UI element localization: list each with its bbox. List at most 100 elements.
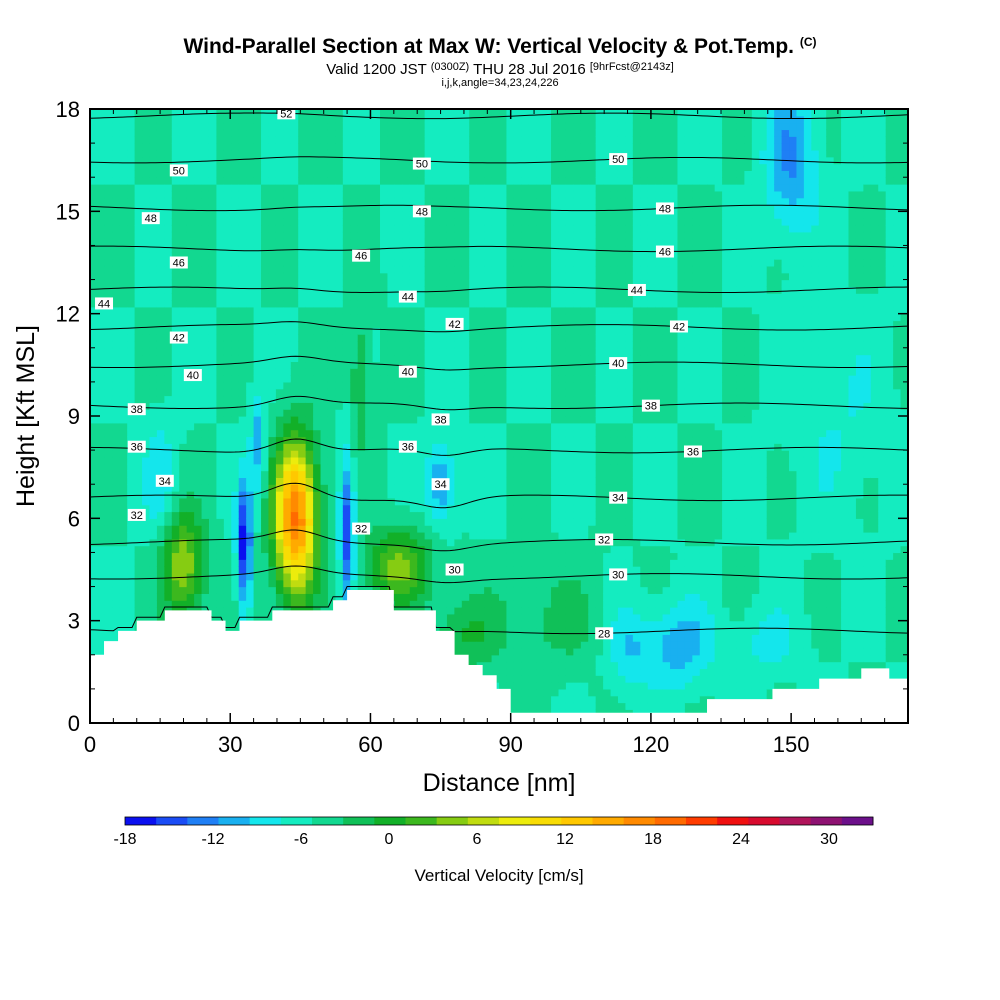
- velocity-cell: [171, 354, 180, 363]
- velocity-cell: [461, 129, 470, 137]
- velocity-cell: [231, 518, 240, 526]
- velocity-cell: [275, 115, 284, 124]
- velocity-cell: [484, 197, 493, 206]
- velocity-cell: [97, 593, 106, 601]
- velocity-cell: [164, 450, 173, 458]
- velocity-cell: [461, 491, 470, 499]
- velocity-cell: [119, 218, 128, 226]
- velocity-cell: [454, 531, 463, 540]
- velocity-cell: [149, 245, 158, 253]
- velocity-cell: [394, 395, 403, 403]
- velocity-cell: [142, 491, 151, 499]
- velocity-cell: [149, 600, 158, 608]
- velocity-cell: [469, 388, 478, 397]
- velocity-cell: [446, 477, 455, 485]
- velocity-cell: [216, 416, 225, 424]
- velocity-cell: [372, 313, 381, 322]
- velocity-cell: [290, 265, 299, 274]
- velocity-cell: [327, 293, 336, 301]
- velocity-cell: [104, 156, 113, 165]
- velocity-cell: [186, 409, 195, 417]
- velocity-cell: [424, 259, 433, 267]
- velocity-cell: [112, 306, 121, 315]
- velocity-cell: [253, 422, 262, 431]
- velocity-cell: [112, 238, 121, 247]
- velocity-cell: [208, 593, 218, 601]
- velocity-cell: [179, 231, 188, 240]
- velocity-cell: [350, 375, 359, 383]
- velocity-cell: [142, 354, 151, 363]
- velocity-cell: [208, 429, 218, 438]
- velocity-cell: [432, 347, 441, 356]
- velocity-cell: [261, 136, 270, 144]
- velocity-cell: [327, 381, 336, 390]
- velocity-cell: [90, 375, 99, 383]
- velocity-cell: [409, 375, 418, 383]
- velocity-cell: [119, 375, 128, 383]
- velocity-cell: [469, 416, 478, 424]
- velocity-cell: [491, 170, 500, 178]
- velocity-cell: [380, 518, 389, 526]
- velocity-cell: [313, 504, 322, 513]
- velocity-cell: [90, 265, 99, 274]
- velocity-cell: [104, 477, 113, 485]
- velocity-cell: [179, 422, 188, 431]
- velocity-cell: [134, 129, 143, 137]
- velocity-cell: [491, 231, 500, 240]
- velocity-cell: [484, 115, 493, 124]
- velocity-cell: [298, 593, 307, 601]
- velocity-cell: [342, 511, 351, 519]
- velocity-cell: [491, 620, 500, 629]
- velocity-cell: [313, 463, 322, 472]
- velocity-cell: [268, 559, 277, 567]
- velocity-cell: [171, 115, 180, 124]
- velocity-cell: [119, 300, 128, 308]
- velocity-cell: [380, 259, 389, 267]
- velocity-cell: [402, 265, 411, 274]
- velocity-cell: [454, 456, 463, 465]
- velocity-cell: [261, 416, 270, 424]
- velocity-cell: [119, 416, 128, 424]
- velocity-cell: [439, 218, 448, 226]
- velocity-cell: [201, 470, 210, 478]
- velocity-cell: [268, 429, 277, 438]
- velocity-cell: [156, 313, 165, 322]
- velocity-cell: [424, 109, 433, 117]
- velocity-cell: [469, 620, 478, 629]
- velocity-cell: [491, 306, 500, 315]
- velocity-cell: [402, 409, 411, 417]
- velocity-cell: [417, 115, 426, 124]
- velocity-cell: [365, 129, 374, 137]
- velocity-cell: [432, 272, 441, 281]
- velocity-cell: [268, 504, 277, 513]
- velocity-cell: [194, 463, 203, 472]
- velocity-cell: [201, 518, 210, 526]
- velocity-cell: [246, 143, 255, 151]
- velocity-cell: [476, 129, 485, 137]
- velocity-cell: [335, 204, 344, 212]
- velocity-cell: [268, 443, 277, 451]
- velocity-cell: [194, 443, 203, 451]
- velocity-cell: [134, 484, 143, 492]
- velocity-cell: [327, 272, 336, 281]
- velocity-cell: [156, 525, 165, 533]
- velocity-cell: [432, 620, 441, 629]
- velocity-cell: [298, 163, 307, 171]
- velocity-cell: [275, 354, 284, 363]
- velocity-cell: [327, 334, 336, 342]
- velocity-cell: [432, 497, 441, 506]
- velocity-cell: [402, 300, 411, 308]
- velocity-cell: [90, 607, 99, 615]
- velocity-cell: [104, 484, 113, 492]
- velocity-cell: [439, 607, 448, 615]
- velocity-cell: [253, 566, 262, 574]
- velocity-cell: [164, 197, 173, 206]
- velocity-cell: [342, 300, 351, 308]
- velocity-cell: [290, 572, 299, 581]
- velocity-cell: [156, 572, 165, 581]
- velocity-cell: [171, 122, 180, 131]
- velocity-cell: [365, 443, 374, 451]
- velocity-cell: [186, 402, 195, 410]
- velocity-cell: [194, 388, 203, 397]
- velocity-cell: [327, 518, 336, 526]
